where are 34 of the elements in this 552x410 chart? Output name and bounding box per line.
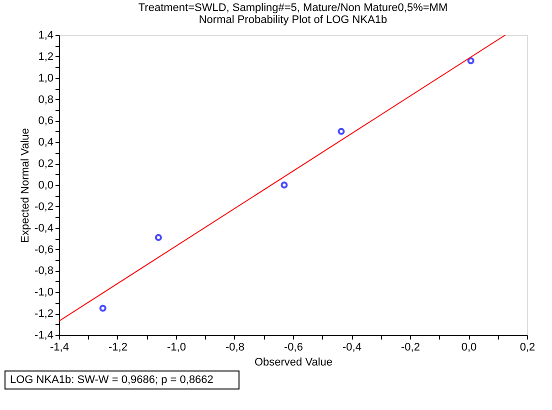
y-tick-label: -1,0 [34, 286, 54, 299]
y-tick-label: -1,4 [34, 330, 54, 342]
point [280, 182, 288, 188]
point [154, 234, 162, 241]
y-tick-label: -0,6 [34, 244, 54, 256]
y-tick-label: 1,0 [38, 72, 54, 84]
x-tick-label: -0,4 [342, 342, 362, 354]
y-tick-label: 0,6 [38, 115, 54, 128]
y-tick-label: 0,0 [38, 180, 54, 192]
x-tick-label: -1,0 [167, 342, 186, 354]
chart-title: Treatment=SWLD, Sampling#=5, Mature/Non Mature0,5%=MM [138, 2, 448, 14]
point [99, 304, 106, 312]
x-tick-label: 0,2 [520, 342, 536, 354]
point [467, 57, 474, 64]
point [338, 128, 345, 135]
y-tick-label: 0,8 [38, 94, 54, 106]
text: LOG NKA1b: SW-W = 0,9686; p = 0,8662 [10, 374, 214, 386]
y-tick-label: 0,2 [38, 158, 54, 170]
x-tick-label: -1,2 [108, 342, 128, 354]
y-tick-label: -0,4 [34, 222, 54, 234]
x-tick-label: -1,4 [50, 342, 69, 354]
y-tick-label: -0,8 [34, 265, 54, 278]
y-tick-label: 1,4 [38, 30, 54, 42]
y-tick-label: -0,2 [34, 200, 54, 213]
x-tick-label: 0,0 [461, 342, 477, 354]
y-tick-label: -1,2 [34, 308, 54, 320]
chart-subtitle: Normal Probability Plot of LOG NKA1b [198, 14, 388, 26]
y-tick-label: 0,4 [38, 136, 54, 149]
x-tick-label: -0,6 [284, 342, 303, 354]
x-tick-label: -0,8 [226, 342, 244, 354]
y-tick-label: 1,2 [38, 50, 54, 63]
x-tick-label: -0,2 [401, 342, 420, 354]
x-axis-title: Observed Value [254, 356, 333, 368]
y-axis-title: Expected Normal Value [20, 128, 32, 243]
